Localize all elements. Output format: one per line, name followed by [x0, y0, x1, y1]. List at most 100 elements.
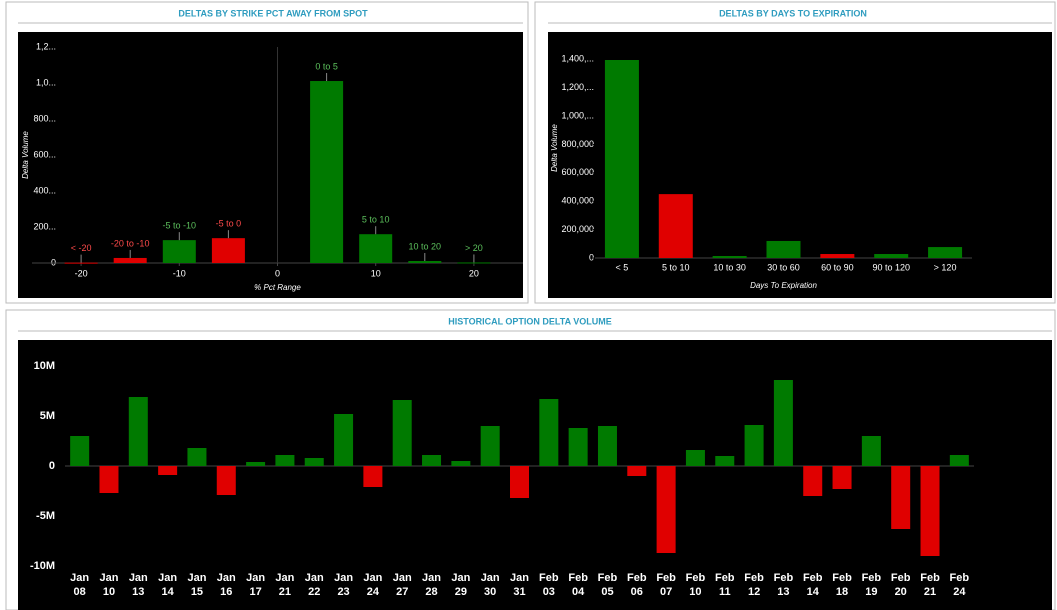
x-tick-label: 19: [865, 586, 877, 598]
x-tick-label: 08: [74, 586, 86, 598]
y-tick-label: 1,2...: [36, 41, 56, 51]
bar-label: 5 to 10: [362, 215, 390, 225]
x-tick-label: 18: [836, 586, 848, 598]
bar: [656, 466, 676, 553]
y-tick-label: 0: [49, 460, 55, 472]
x-tick-label: 06: [631, 586, 643, 598]
x-tick-label: 04: [572, 586, 585, 598]
y-axis-label: Delta Volume: [550, 124, 559, 172]
x-tick-label: Feb: [891, 572, 911, 584]
x-tick-label: 90 to 120: [872, 262, 910, 272]
bar-label: -20 to -10: [111, 238, 150, 248]
x-tick-label: 10: [103, 586, 115, 598]
x-tick-label: Jan: [363, 572, 382, 584]
plot-area: [18, 340, 1052, 610]
x-tick-label: Feb: [715, 572, 735, 584]
bar: [685, 450, 705, 466]
x-tick-label: Jan: [99, 572, 118, 584]
chart-title: HISTORICAL OPTION DELTA VOLUME: [448, 316, 612, 326]
x-tick-label: Jan: [451, 572, 470, 584]
x-tick-label: 60 to 90: [821, 262, 854, 272]
x-tick-label: 05: [601, 586, 613, 598]
x-tick-label: 21: [279, 586, 291, 598]
x-tick-label: Jan: [422, 572, 441, 584]
x-tick-label: 0: [275, 268, 280, 278]
x-tick-label: Jan: [158, 572, 177, 584]
x-tick-label: 10: [371, 268, 381, 278]
bar-label: -5 to 0: [216, 219, 242, 229]
x-tick-label: Feb: [598, 572, 618, 584]
y-tick-label: 600,000: [561, 167, 594, 177]
y-tick-label: 1,0...: [36, 77, 56, 87]
x-tick-label: 03: [543, 586, 555, 598]
y-axis-label: Delta Volume: [21, 131, 30, 179]
bar: [158, 466, 178, 475]
chart-title: DELTAS BY DAYS TO EXPIRATION: [719, 8, 867, 18]
x-tick-label: 13: [132, 586, 144, 598]
bar: [64, 262, 98, 264]
x-tick-label: Jan: [305, 572, 324, 584]
x-tick-label: 07: [660, 586, 672, 598]
x-tick-label: Feb: [803, 572, 823, 584]
x-tick-label: 30: [484, 586, 496, 598]
bar: [275, 455, 295, 466]
x-tick-label: 12: [748, 586, 760, 598]
x-tick-label: Feb: [627, 572, 647, 584]
x-tick-label: Feb: [862, 572, 882, 584]
y-tick-label: -5M: [36, 510, 55, 522]
bar: [874, 254, 909, 258]
bar-label: 10 to 20: [409, 241, 442, 251]
bar: [113, 257, 147, 263]
bar-label: -5 to -10: [163, 221, 197, 231]
x-tick-label: 29: [455, 586, 467, 598]
x-tick-label: Jan: [510, 572, 529, 584]
bar-label: < -20: [71, 243, 92, 253]
bar: [920, 466, 940, 556]
x-tick-label: -10: [173, 268, 186, 278]
x-tick-label: Jan: [217, 572, 236, 584]
x-tick-label: 13: [777, 586, 789, 598]
y-tick-label: 800,000: [561, 139, 594, 149]
bar: [187, 448, 207, 466]
x-tick-label: Feb: [774, 572, 794, 584]
y-tick-label: 400...: [33, 185, 56, 195]
bar: [422, 455, 442, 466]
x-tick-label: Jan: [393, 572, 412, 584]
bar: [128, 397, 148, 466]
x-tick-label: 30 to 60: [767, 262, 800, 272]
x-tick-label: Feb: [686, 572, 706, 584]
y-tick-label: 0: [51, 257, 56, 267]
bar: [832, 466, 852, 489]
y-tick-label: 10M: [34, 360, 55, 372]
bar: [392, 400, 412, 466]
x-axis-label: % Pct Range: [254, 283, 301, 292]
y-tick-label: 1,000,...: [561, 110, 594, 120]
x-tick-label: 17: [249, 586, 261, 598]
x-tick-label: Jan: [187, 572, 206, 584]
bar: [510, 466, 529, 498]
bar: [334, 414, 354, 466]
y-tick-label: 5M: [40, 410, 55, 422]
bar: [712, 256, 747, 258]
x-tick-label: 27: [396, 586, 408, 598]
bar: [861, 436, 881, 466]
y-tick-label: 800...: [33, 113, 56, 123]
bar: [304, 458, 324, 466]
x-tick-label: 5 to 10: [662, 262, 690, 272]
x-tick-label: 31: [513, 586, 525, 598]
x-tick-label: 16: [220, 586, 232, 598]
bar: [773, 380, 793, 466]
x-tick-label: -20: [75, 268, 88, 278]
plot-area: [18, 32, 523, 298]
bar: [604, 60, 639, 258]
x-tick-label: Jan: [129, 572, 148, 584]
y-tick-label: 1,200,...: [561, 82, 594, 92]
x-tick-label: Feb: [539, 572, 559, 584]
bar: [715, 456, 735, 466]
x-tick-label: > 120: [934, 262, 957, 272]
y-tick-label: 600...: [33, 149, 56, 159]
bar: [627, 466, 647, 476]
x-tick-label: 20: [895, 586, 907, 598]
x-tick-label: Feb: [920, 572, 940, 584]
